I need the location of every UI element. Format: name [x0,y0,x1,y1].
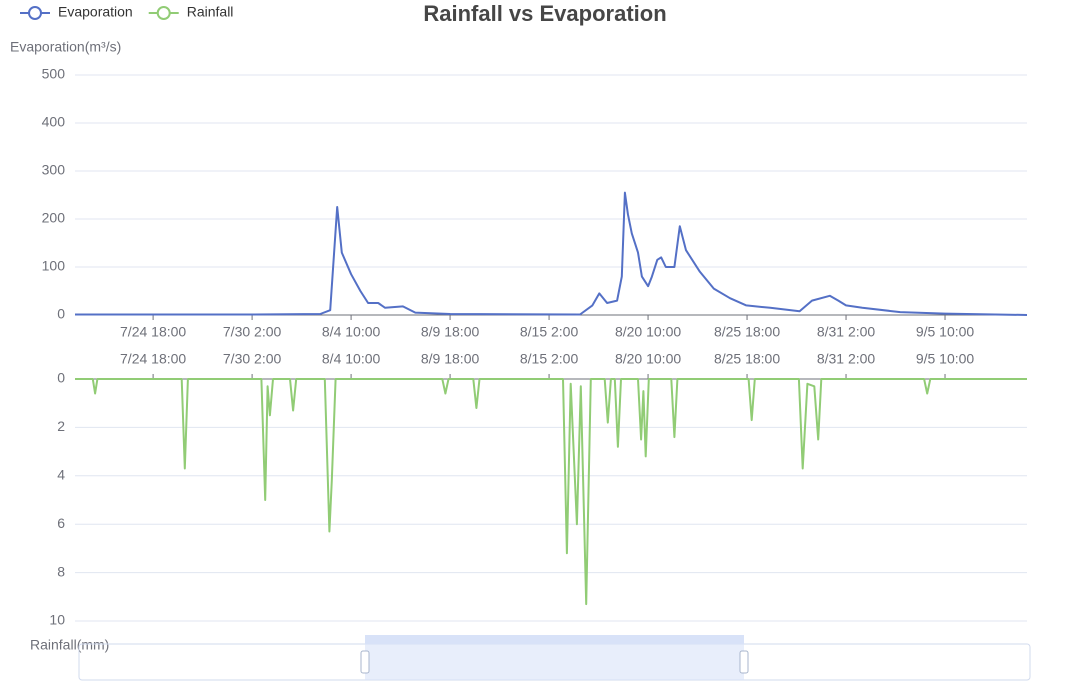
y2-tick-label: 6 [57,515,65,531]
x-tick-label: 7/24 18:00 [120,324,186,340]
series-line [75,191,1028,316]
y2-tick-label: 4 [57,467,65,483]
x-tick-label: 8/4 10:00 [322,324,381,340]
chart-title: Rainfall vs Evaporation [423,1,666,26]
y-tick-label: 200 [42,210,66,226]
x2-tick-label: 8/25 18:00 [714,351,780,367]
x2-tick-label: 8/20 10:00 [615,351,681,367]
y-tick-label: 0 [57,306,65,322]
series-line [75,378,1027,606]
x-tick-label: 8/20 10:00 [615,324,681,340]
x2-tick-label: 7/30 2:00 [223,351,282,367]
legend-symbol [156,6,171,20]
y2-tick-label: 0 [57,370,65,386]
legend-symbol [28,6,42,20]
x-tick-label: 9/5 10:00 [916,324,975,340]
x2-tick-label: 8/15 2:00 [520,351,579,367]
x2-tick-label: 8/9 18:00 [421,351,480,367]
x-tick-label: 7/30 2:00 [223,324,282,340]
y-tick-label: 100 [42,258,66,274]
legend-label: Rainfall [187,4,234,20]
y2-axis-title: Rainfall(mm) [30,637,109,653]
x2-tick-label: 8/31 2:00 [817,351,876,367]
x-tick-label: 8/25 18:00 [714,324,780,340]
data-zoom[interactable] [78,635,1031,681]
y2-tick-label: 10 [49,612,65,628]
zoom-handle[interactable] [739,650,749,674]
zoom-bar[interactable] [365,635,744,644]
y2-tick-label: 2 [57,418,65,434]
x-tick-label: 8/9 18:00 [421,324,480,340]
x-tick-label: 8/15 2:00 [520,324,579,340]
y-tick-label: 500 [42,66,66,82]
y-tick-label: 300 [42,162,66,178]
y-axis-title: Evaporation(m³/s) [10,39,121,55]
y-tick-label: 400 [42,114,66,130]
x2-tick-label: 8/4 10:00 [322,351,381,367]
y2-tick-label: 8 [57,563,65,579]
x2-tick-label: 9/5 10:00 [916,351,975,367]
x-tick-label: 8/31 2:00 [817,324,876,340]
x2-tick-label: 7/24 18:00 [120,351,186,367]
zoom-window[interactable] [365,644,744,680]
zoom-handle[interactable] [360,650,370,674]
legend-label: Evaporation [58,4,133,20]
